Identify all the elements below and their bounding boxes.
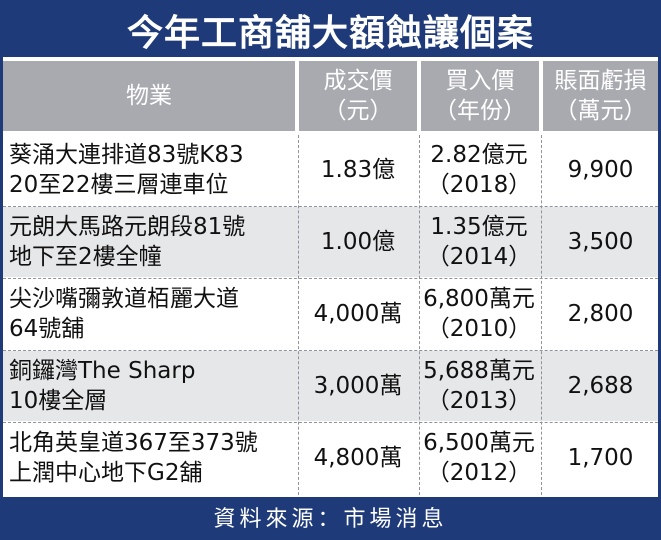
property-cell: 元朗大馬路元朗段81號 地下至2樓全幢 <box>9 207 295 277</box>
header-book-loss: 賬面虧損 （萬元） <box>543 61 658 131</box>
header-property: 物業 <box>3 61 295 131</box>
buy-price: 5,688萬元 <box>423 358 535 384</box>
column-divider <box>419 135 421 495</box>
column-divider <box>298 135 300 495</box>
buy-price-cell: 2.82億元 （2018） <box>421 135 537 205</box>
sale-price-cell: 4,800萬 <box>301 423 415 493</box>
header-property-label: 物業 <box>126 83 172 109</box>
property-line1: 銅鑼灣The Sharp <box>9 358 196 384</box>
buy-year: （2013） <box>426 388 532 414</box>
table-row: 銅鑼灣The Sharp 10樓全層 3,000萬 5,688萬元 （2013）… <box>3 351 658 421</box>
book-loss: 2,800 <box>567 301 634 327</box>
header-sale-price-line2: （元） <box>323 98 393 124</box>
property-cell: 北角英皇道367至373號 上潤中心地下G2舖 <box>9 423 295 493</box>
property-line1: 北角英皇道367至373號 <box>9 430 258 456</box>
property-line2: 地下至2樓全幢 <box>9 244 162 270</box>
row-divider <box>3 422 658 423</box>
book-loss-cell: 9,900 <box>543 135 658 205</box>
source-footer: 資料來源：市場消息 <box>3 497 658 537</box>
property-line1: 尖沙嘴彌敦道栢麗大道 <box>9 286 239 312</box>
property-line2: 64號舖 <box>9 316 85 342</box>
buy-price-cell: 1.35億元 （2014） <box>421 207 537 277</box>
buy-price: 6,500萬元 <box>423 430 535 456</box>
buy-year: （2012） <box>426 460 532 486</box>
row-divider <box>3 350 658 351</box>
header-sale-price: 成交價 （元） <box>299 61 417 131</box>
row-divider <box>3 206 658 207</box>
header-book-loss-line1: 賬面虧損 <box>554 68 647 94</box>
property-cell: 葵涌大連排道83號K83 20至22樓三層連車位 <box>9 135 295 205</box>
book-loss: 2,688 <box>567 373 634 399</box>
property-line1: 葵涌大連排道83號K83 <box>9 142 244 168</box>
header-buy-price-line1: 買入價 <box>445 68 515 94</box>
table-row: 元朗大馬路元朗段81號 地下至2樓全幢 1.00億 1.35億元 （2014） … <box>3 207 658 277</box>
book-loss-cell: 3,500 <box>543 207 658 277</box>
header-book-loss-line2: （萬元） <box>554 98 647 124</box>
property-cell: 銅鑼灣The Sharp 10樓全層 <box>9 351 295 421</box>
sale-price: 4,800萬 <box>313 445 403 471</box>
buy-year: （2018） <box>426 172 532 198</box>
sale-price-cell: 3,000萬 <box>301 351 415 421</box>
buy-price-cell: 5,688萬元 （2013） <box>421 351 537 421</box>
table-row: 葵涌大連排道83號K83 20至22樓三層連車位 1.83億 2.82億元 （2… <box>3 135 658 205</box>
header-sale-price-line1: 成交價 <box>323 68 393 94</box>
sale-price: 1.00億 <box>320 229 396 255</box>
table-title: 今年工商舖大額蝕讓個案 <box>3 3 658 57</box>
book-loss-cell: 2,800 <box>543 279 658 349</box>
sale-price-cell: 1.83億 <box>301 135 415 205</box>
book-loss: 1,700 <box>567 445 634 471</box>
property-line2: 10樓全層 <box>9 388 108 414</box>
book-loss-cell: 1,700 <box>543 423 658 493</box>
property-line1: 元朗大馬路元朗段81號 <box>9 214 246 240</box>
header-buy-price-line2: （年份） <box>434 98 526 124</box>
buy-year: （2010） <box>426 316 532 342</box>
sale-price: 4,000萬 <box>313 301 403 327</box>
book-loss: 9,900 <box>567 157 634 183</box>
row-divider <box>3 278 658 279</box>
sale-price-cell: 4,000萬 <box>301 279 415 349</box>
buy-year: （2014） <box>426 244 532 270</box>
buy-price: 2.82億元 <box>430 142 528 168</box>
table-row: 尖沙嘴彌敦道栢麗大道 64號舖 4,000萬 6,800萬元 （2010） 2,… <box>3 279 658 349</box>
book-loss-cell: 2,688 <box>543 351 658 421</box>
column-divider <box>541 135 543 495</box>
property-line2: 20至22樓三層連車位 <box>9 172 229 198</box>
buy-price: 6,800萬元 <box>423 286 535 312</box>
sale-price-cell: 1.00億 <box>301 207 415 277</box>
table-row: 北角英皇道367至373號 上潤中心地下G2舖 4,800萬 6,500萬元 （… <box>3 423 658 493</box>
property-cell: 尖沙嘴彌敦道栢麗大道 64號舖 <box>9 279 295 349</box>
book-loss: 3,500 <box>567 229 634 255</box>
sale-price: 1.83億 <box>320 157 396 183</box>
buy-price: 1.35億元 <box>430 214 528 240</box>
header-buy-price: 買入價 （年份） <box>421 61 539 131</box>
buy-price-cell: 6,800萬元 （2010） <box>421 279 537 349</box>
buy-price-cell: 6,500萬元 （2012） <box>421 423 537 493</box>
property-line2: 上潤中心地下G2舖 <box>9 460 203 486</box>
sale-price: 3,000萬 <box>313 373 403 399</box>
